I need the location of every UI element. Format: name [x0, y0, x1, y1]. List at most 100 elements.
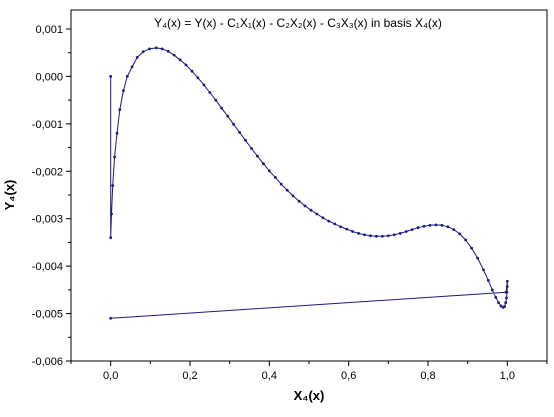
- data-point: [113, 155, 116, 159]
- series-layer: [109, 46, 509, 320]
- data-point: [291, 194, 295, 198]
- data-point: [202, 83, 206, 87]
- y-tick-label: -0,003: [32, 214, 63, 226]
- data-point: [111, 184, 115, 187]
- data-point: [504, 301, 508, 305]
- data-point: [256, 154, 259, 158]
- y-tick-label: -0,001: [32, 119, 63, 131]
- data-point: [482, 268, 485, 272]
- data-point: [309, 208, 313, 212]
- data-point: [109, 236, 113, 240]
- data-point: [381, 234, 384, 238]
- data-point: [279, 182, 283, 186]
- data-point: [285, 188, 289, 192]
- x-tick-label: 0,2: [182, 370, 197, 382]
- data-point: [375, 234, 378, 238]
- data-point: [267, 169, 271, 173]
- data-point: [434, 223, 438, 227]
- data-point: [166, 49, 170, 53]
- data-point: [220, 106, 224, 110]
- data-point: [297, 199, 301, 203]
- data-point: [148, 47, 151, 51]
- data-point: [505, 285, 509, 288]
- data-point: [398, 232, 402, 235]
- data-point: [226, 114, 230, 118]
- x-axis-ticks: 0,0 0,2 0,4 0,6 0,8 1,0: [70, 361, 548, 382]
- y-axis-title: Y₄(x): [2, 180, 17, 211]
- data-point: [273, 176, 277, 179]
- data-point: [321, 216, 325, 220]
- data-point: [505, 279, 509, 283]
- y-axis-ticks: 0,001 0,000 -0,001 -0,002 -0,003 -0,004 -0,005…: [32, 24, 71, 368]
- data-point: [422, 224, 426, 228]
- data-point: [208, 91, 212, 94]
- x-axis-title: X₄(x): [294, 388, 325, 403]
- data-point: [122, 89, 125, 92]
- data-point: [262, 162, 265, 166]
- data-point: [497, 301, 500, 305]
- data-point: [499, 304, 503, 308]
- data-point: [505, 296, 508, 300]
- data-point: [416, 226, 420, 230]
- y-tick-label: -0,006: [32, 356, 63, 368]
- data-point: [386, 234, 390, 238]
- data-point: [339, 225, 343, 229]
- y-tick-label: -0,004: [32, 261, 63, 273]
- chart-title: Y₄(x) = Y(x) - C₁X₁(x) - C₂X₂(x) - C₃X₃(…: [154, 16, 442, 30]
- data-point: [135, 56, 139, 59]
- data-point: [440, 223, 444, 227]
- data-point: [109, 75, 113, 78]
- x-tick-label: 0,0: [103, 370, 118, 382]
- data-point: [345, 227, 349, 231]
- x-tick-label: 0,4: [262, 370, 277, 382]
- data-point: [110, 212, 113, 216]
- data-point: [410, 228, 414, 232]
- data-point: [486, 279, 490, 282]
- data-point: [494, 296, 498, 299]
- data-point: [470, 246, 473, 250]
- data-point: [154, 46, 158, 50]
- data-point: [315, 212, 319, 216]
- data-point: [232, 122, 236, 126]
- data-point: [160, 47, 164, 51]
- data-point: [490, 288, 494, 292]
- data-point: [446, 225, 450, 229]
- x-tick-label: 1,0: [500, 370, 515, 382]
- x-tick-label: 0,6: [341, 370, 356, 382]
- data-point: [141, 50, 145, 54]
- data-point: [190, 69, 194, 73]
- data-point: [464, 238, 468, 242]
- data-point: [327, 219, 331, 223]
- data-point: [238, 131, 242, 134]
- data-point: [118, 108, 122, 111]
- plot-frame: [70, 9, 548, 362]
- data-point: [476, 256, 479, 260]
- data-point: [244, 139, 247, 142]
- y-tick-label: 0,001: [35, 24, 63, 36]
- data-point: [178, 58, 182, 62]
- x-tick-label: 0,8: [420, 370, 435, 382]
- data-point: [404, 230, 408, 233]
- data-point: [333, 222, 337, 226]
- data-point: [392, 233, 396, 237]
- data-point: [357, 232, 360, 235]
- data-point: [250, 147, 253, 150]
- data-point: [363, 233, 366, 237]
- data-point: [428, 223, 432, 227]
- y-tick-label: -0,002: [32, 166, 63, 178]
- data-point: [214, 98, 218, 102]
- data-point: [109, 316, 113, 320]
- series-line: [110, 47, 508, 319]
- data-point: [503, 305, 506, 308]
- data-point: [452, 228, 456, 232]
- data-point: [458, 232, 462, 236]
- data-point: [115, 131, 119, 135]
- data-point: [196, 76, 200, 80]
- data-point: [130, 65, 134, 69]
- data-point: [504, 290, 508, 294]
- data-point: [172, 53, 176, 57]
- data-point: [303, 204, 307, 208]
- y-tick-label: -0,005: [32, 309, 63, 321]
